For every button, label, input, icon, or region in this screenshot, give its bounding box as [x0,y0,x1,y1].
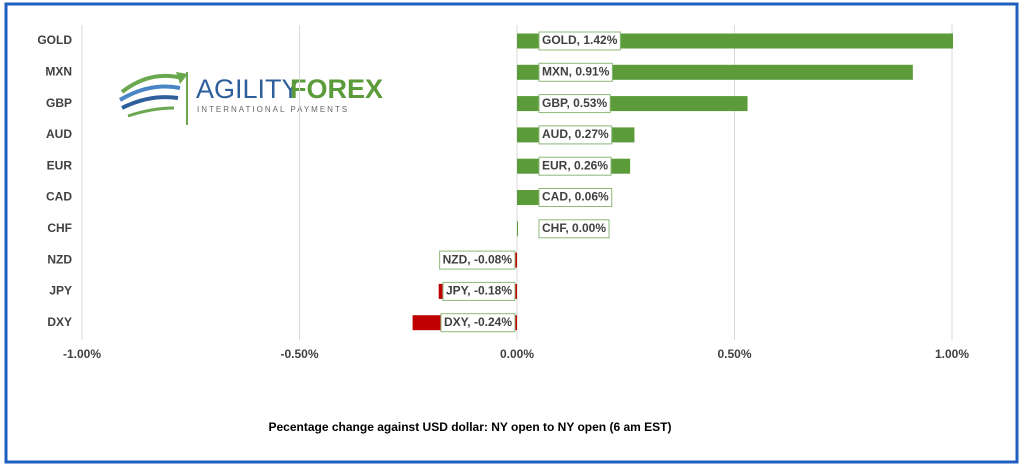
data-label-box [538,62,613,82]
y-tick-label: NZD [47,252,72,266]
data-label-box [538,156,612,176]
x-tick-label: 0.50% [717,347,751,361]
x-tick-label: 1.00% [935,347,969,361]
data-label-box [538,219,610,239]
x-tick-label: -1.00% [63,347,101,361]
data-label-box [538,94,611,114]
logo-tagline: INTERNATIONAL PAYMENTS [197,105,349,114]
data-label: CAD, 0.06% [542,190,609,204]
y-tick-label: CHF [47,221,72,235]
data-label-box [442,281,516,301]
y-tick-label: DXY [47,315,72,329]
data-label: GOLD, 1.42% [542,33,618,47]
data-label-box [440,313,516,333]
data-label-box [538,188,613,207]
x-tick-label: -0.50% [280,347,318,361]
bar [517,190,544,205]
data-label: MXN, 0.91% [542,64,610,78]
bar [517,33,953,49]
logo: AGILITY FOREX INTERNATIONAL PAYMENTS [118,72,383,125]
data-label-box [538,125,613,145]
x-tick-label: 0.00% [500,347,534,361]
data-label: JPY, -0.18% [446,284,512,298]
y-tick-label: GOLD [37,33,72,47]
bar [517,64,913,80]
bar [517,221,518,237]
y-tick-label: JPY [49,284,72,298]
y-tick-label: GBP [46,96,72,110]
data-labels: GOLD, 1.42% MXN, 0.91% GBP, 0.53% AUD, 0.27… [439,31,621,333]
logo-name: AGILITY [196,74,300,104]
x-axis-label: Pecentage change against USD dollar: NY … [269,420,672,434]
data-label: EUR, 0.26% [542,158,608,172]
y-tick-label: EUR [47,158,73,172]
data-label: GBP, 0.53% [542,96,607,110]
data-label: AUD, 0.27% [542,127,609,141]
data-label: DXY, -0.24% [444,315,512,329]
frame [4,2,1019,464]
data-label-box [439,250,516,270]
y-tick-label: MXN [45,64,72,78]
data-label: CHF, 0.00% [542,221,606,235]
y-tick-label: CAD [46,190,72,204]
y-tick-label: AUD [46,127,72,141]
logo-name: FOREX [290,74,383,104]
data-label: NZD, -0.08% [443,252,513,266]
data-label-box [538,31,621,51]
